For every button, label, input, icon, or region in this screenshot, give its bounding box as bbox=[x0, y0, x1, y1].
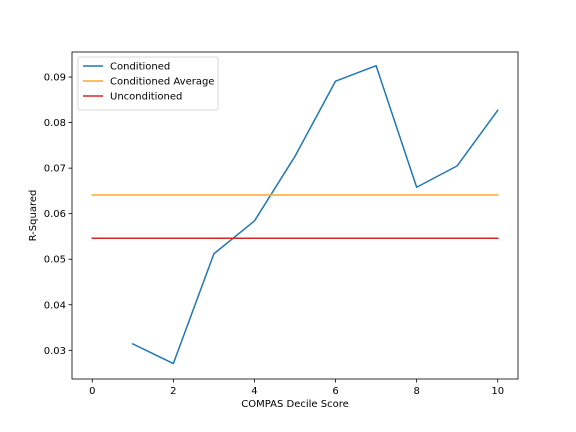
legend-box bbox=[77, 56, 219, 111]
legend: Conditioned Conditioned Average Unconditio… bbox=[77, 56, 219, 111]
series-line-conditioned bbox=[131, 64, 499, 365]
y-axis-label: R-Squared bbox=[28, 190, 39, 242]
y-tick-label: 0.07 bbox=[44, 164, 66, 175]
x-tick-label: 2 bbox=[170, 386, 176, 397]
y-tick-label: 0.08 bbox=[44, 118, 66, 129]
legend-label-unconditioned: Unconditioned bbox=[110, 92, 182, 103]
y-tick-label: 0.03 bbox=[44, 346, 66, 357]
x-tick-label: 0 bbox=[89, 386, 95, 397]
x-tick-label: 8 bbox=[413, 386, 419, 397]
y-tick-label: 0.06 bbox=[44, 209, 66, 220]
series-layer bbox=[91, 64, 499, 365]
y-tick-label: 0.09 bbox=[44, 73, 66, 84]
x-tick-label: 10 bbox=[491, 386, 504, 397]
y-tick-label: 0.05 bbox=[44, 255, 66, 266]
y-tick-label: 0.04 bbox=[44, 300, 66, 311]
x-tick-label: 4 bbox=[251, 386, 257, 397]
legend-label-conditioned: Conditioned bbox=[110, 62, 170, 73]
legend-label-conditioned-average: Conditioned Average bbox=[110, 77, 214, 88]
x-axis-label: COMPAS Decile Score bbox=[241, 399, 349, 410]
x-axis: 0 2 4 6 8 10 bbox=[89, 379, 504, 397]
x-tick-label: 6 bbox=[332, 386, 338, 397]
y-axis: 0.03 0.04 0.05 0.06 0.07 0.08 0.09 bbox=[44, 73, 72, 357]
